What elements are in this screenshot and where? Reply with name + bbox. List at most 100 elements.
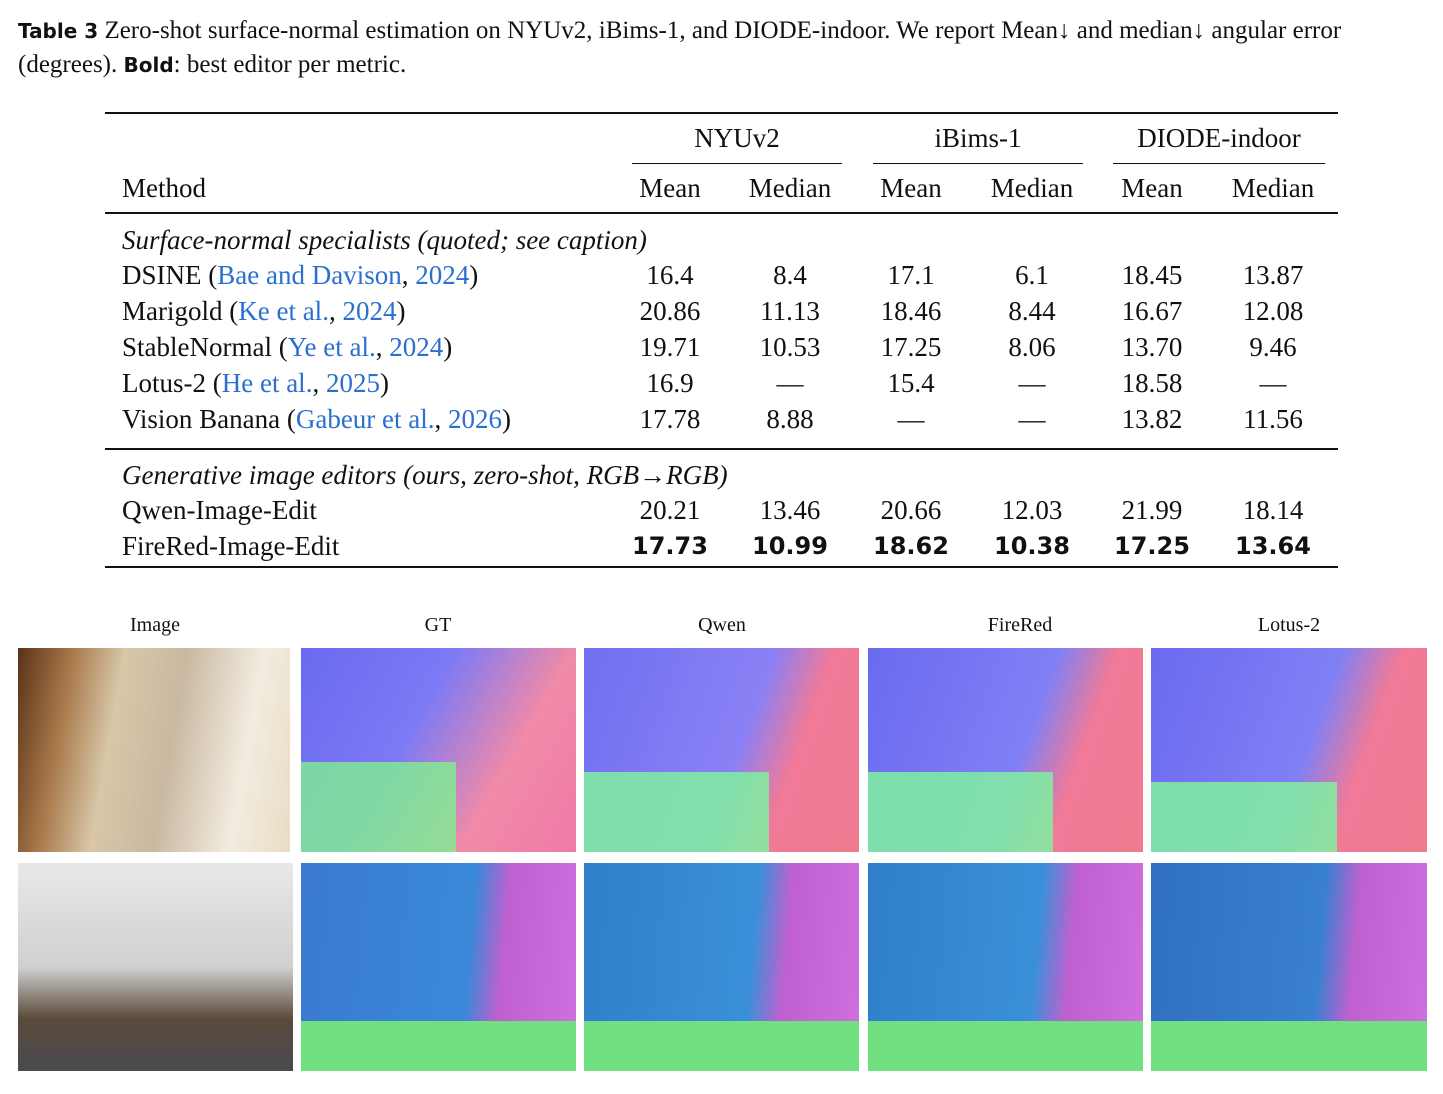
citation: He et al. (221, 368, 313, 398)
method-name: Marigold ( (122, 296, 239, 326)
sub-header: Median (1231, 173, 1315, 203)
value-cell: 12.08 (1242, 296, 1304, 326)
value-cell: 19.71 (639, 332, 701, 362)
method-cell: FireRed-Image-Edit (122, 531, 339, 561)
method-name: , (401, 260, 416, 290)
method-cell: Lotus-2 (He et al., 2025) (122, 368, 389, 398)
value-cell: 13.82 (1121, 404, 1183, 434)
citation: 2026 (448, 404, 503, 434)
value-cell: 13.46 (759, 495, 821, 525)
method-cell: Vision Banana (Gabeur et al., 2026) (122, 404, 511, 434)
value-cell: 17.25 (880, 332, 942, 362)
table-rule (105, 212, 1338, 214)
figure-column-label: Lotus-2 (1257, 614, 1321, 636)
caption-bold: Bold (123, 53, 174, 77)
value-cell: 20.86 (639, 296, 701, 326)
value-cell: 20.66 (880, 495, 942, 525)
caption-label: Table 3 (18, 19, 99, 43)
citation: 2024 (389, 332, 444, 362)
value-cell: 17.78 (639, 404, 701, 434)
table-rule (1113, 163, 1325, 164)
method-name: Lotus-2 ( (122, 368, 222, 398)
method-cell: Qwen-Image-Edit (122, 495, 317, 525)
method-name: ) (396, 296, 406, 326)
caption: Table 3 Zero-shot surface-normal estimat… (18, 14, 1438, 80)
value-cell: 11.56 (1243, 404, 1303, 434)
value-cell: 6.1 (1015, 260, 1049, 290)
method-name: FireRed-Image-Edit (122, 531, 340, 561)
table-rule (873, 163, 1083, 164)
normal-map (1151, 863, 1427, 1071)
value-cell: 10.53 (759, 332, 821, 362)
value-cell: 8.44 (1008, 296, 1056, 326)
figure-column-label: FireRed (987, 614, 1053, 636)
citation: 2024 (342, 296, 397, 326)
method-name: Qwen-Image-Edit (122, 495, 317, 525)
value-cell: 13.87 (1242, 260, 1304, 290)
value-cell: 16.67 (1121, 296, 1183, 326)
value-cell: 20.21 (639, 495, 701, 525)
normal-map (301, 648, 576, 852)
group-header: iBims-1 (934, 123, 1022, 153)
value-cell: 17.1 (887, 260, 935, 290)
value-cell: — (1018, 368, 1046, 398)
method-name: ) (443, 332, 453, 362)
sub-header: Mean (1121, 173, 1183, 203)
value-cell: 13.64 (1235, 532, 1311, 560)
value-cell: 17.25 (1114, 532, 1190, 560)
citation: Ye et al. (287, 332, 376, 362)
value-cell: 18.46 (880, 296, 942, 326)
value-cell: 12.03 (1001, 495, 1063, 525)
normal-map (301, 863, 576, 1071)
value-cell: 16.9 (646, 368, 694, 398)
value-cell: 16.4 (646, 260, 694, 290)
citation: Gabeur et al. (295, 404, 435, 434)
method-name: ) (379, 368, 389, 398)
sub-header: Median (748, 173, 832, 203)
method-name: StableNormal ( (122, 332, 288, 362)
citation: 2024 (415, 260, 470, 290)
method-cell: DSINE (Bae and Davison, 2024) (122, 260, 478, 290)
value-cell: — (1018, 404, 1046, 434)
value-cell: 18.62 (873, 532, 949, 560)
photo (18, 863, 293, 1071)
sub-header: Mean (639, 173, 701, 203)
sub-header: Median (990, 173, 1074, 203)
normal-map (868, 863, 1143, 1071)
section-title: Generative image editors (ours, zero-sho… (122, 460, 728, 490)
method-name: Vision Banana ( (122, 404, 296, 434)
figure-column-label: Image (130, 614, 180, 636)
value-cell: — (897, 404, 925, 434)
value-cell: 18.45 (1121, 260, 1183, 290)
method-name: , (375, 332, 390, 362)
value-cell: 8.06 (1008, 332, 1056, 362)
value-cell: — (776, 368, 804, 398)
value-cell: 18.14 (1242, 495, 1304, 525)
normal-map (1151, 648, 1427, 852)
normal-map (868, 648, 1143, 852)
group-header: NYUv2 (694, 123, 780, 153)
value-cell: 17.73 (632, 532, 708, 560)
value-cell: 21.99 (1121, 495, 1183, 525)
method-name: DSINE ( (122, 260, 218, 290)
value-cell: 15.4 (887, 368, 935, 398)
figure-column-label: Qwen (698, 614, 746, 636)
method-name: , (312, 368, 326, 398)
citation: 2025 (325, 368, 380, 398)
value-cell: 10.38 (994, 532, 1070, 560)
value-cell: — (1259, 368, 1287, 398)
normal-map (584, 863, 859, 1071)
caption-text: Zero-shot surface-normal estimation on N… (18, 17, 1342, 78)
citation: Bae and Davison (217, 260, 402, 290)
method-name: , (328, 296, 343, 326)
section-title: Surface-normal specialists (quoted; see … (122, 225, 647, 255)
figure-column-label: GT (424, 614, 452, 636)
method-name: ) (469, 260, 479, 290)
photo (18, 648, 290, 852)
method-name: ) (502, 404, 512, 434)
value-cell: 8.4 (773, 260, 807, 290)
value-cell: 11.13 (760, 296, 820, 326)
method-cell: Marigold (Ke et al., 2024) (122, 296, 405, 326)
citation: Ke et al. (238, 296, 329, 326)
